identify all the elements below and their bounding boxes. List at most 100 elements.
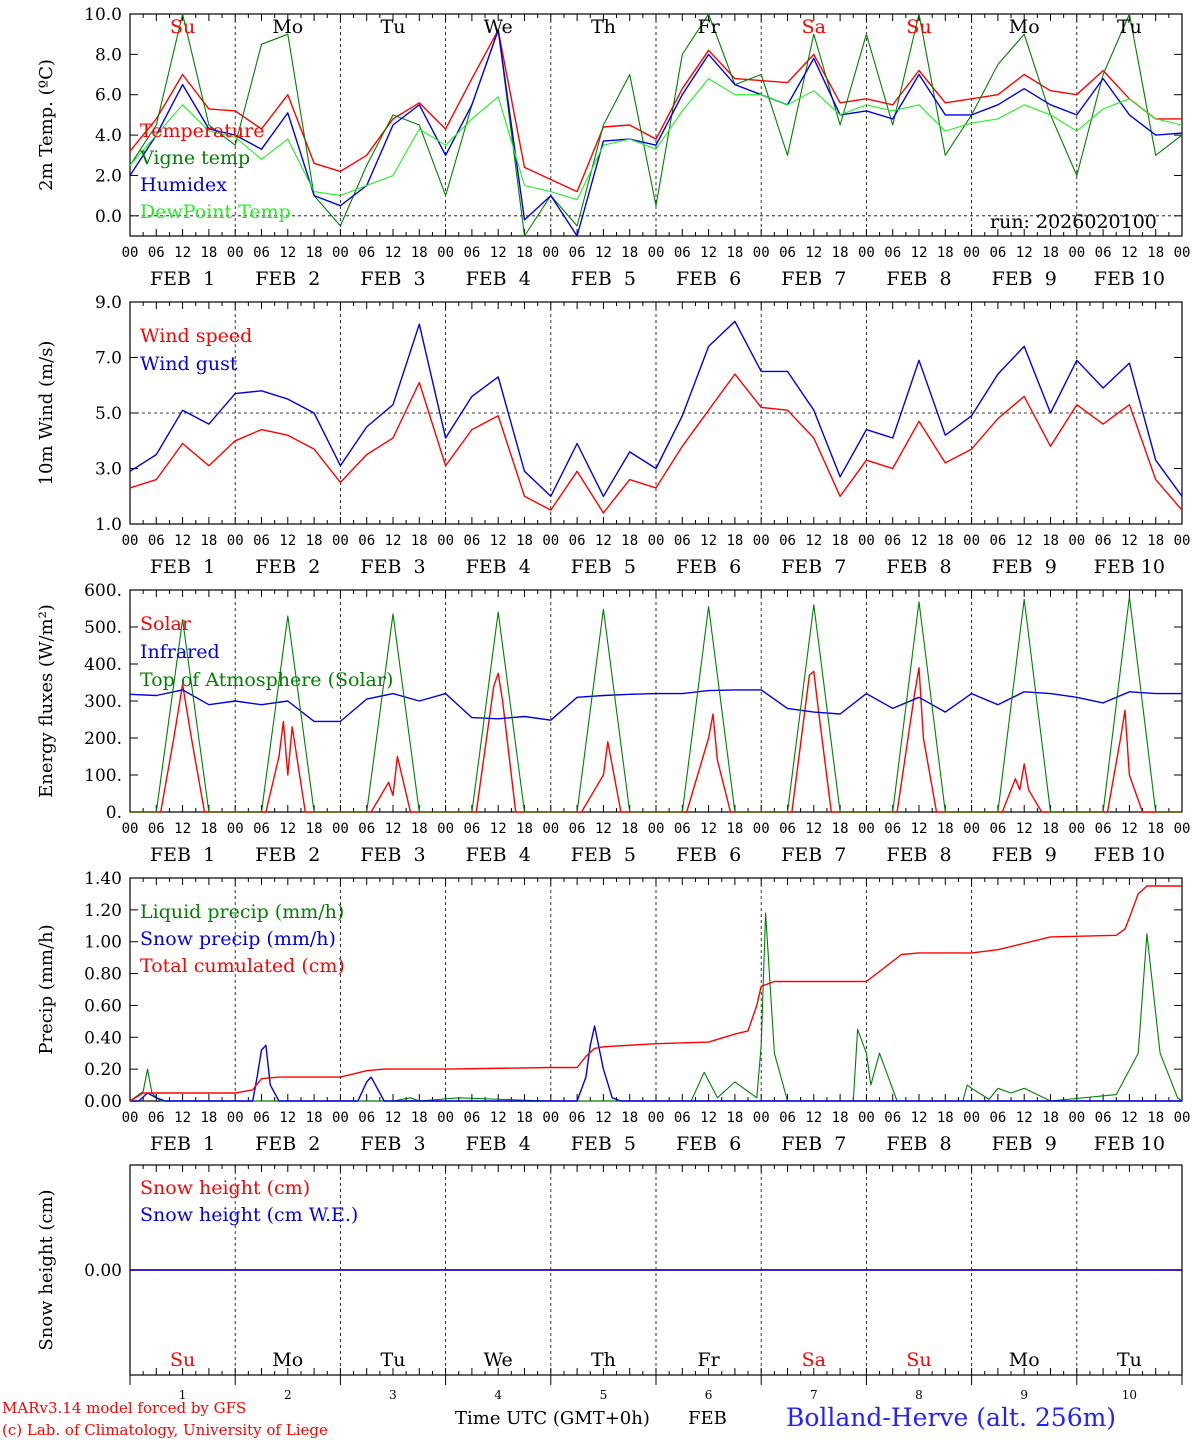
day-number: 3 [389, 1388, 397, 1402]
weekday-label: Sa [802, 1349, 826, 1371]
weekday-label: We [484, 16, 513, 38]
date-label: FEB 2 [255, 1133, 320, 1155]
x-tick-label: 06 [148, 245, 165, 261]
x-tick-label: 06 [1095, 1110, 1112, 1126]
series-line [130, 596, 1182, 813]
x-tick-label: 18 [200, 821, 217, 837]
x-tick-label: 18 [1147, 821, 1164, 837]
x-tick-label: 18 [621, 821, 638, 837]
series-line [129, 320, 1183, 497]
x-tick-label: 00 [437, 245, 454, 261]
weekday-label: Tu [381, 16, 406, 38]
x-tick-label: 18 [306, 245, 323, 261]
x-tick-label: 00 [122, 1110, 139, 1126]
x-tick-label: 18 [726, 533, 743, 549]
date-label: FEB 8 [886, 844, 951, 866]
series-line [129, 885, 1182, 1102]
footer: MARv3.14 model forced by GFS (c) Lab. of… [2, 1399, 1116, 1439]
date-label: FEB 6 [676, 844, 741, 866]
x-tick-label: 06 [674, 821, 691, 837]
legend-entry: Snow precip (mm/h) [140, 928, 336, 950]
legend-entry: Infrared [140, 641, 220, 663]
date-label: FEB 4 [466, 556, 531, 578]
legend-entry: Wind speed [140, 325, 252, 347]
x-tick-label: 12 [911, 821, 928, 837]
x-tick-label: 12 [1016, 1110, 1033, 1126]
date-label: FEB 8 [886, 1133, 951, 1155]
x-tick-label: 12 [700, 245, 717, 261]
y-axis-label: Precip (mm/h) [36, 924, 57, 1054]
x-tick-label: 00 [858, 533, 875, 549]
x-tick-label: 18 [516, 1110, 533, 1126]
x-tick-label: 06 [463, 245, 480, 261]
day-number: 4 [494, 1388, 502, 1402]
panel-5: 0.00 Snow height (cm) Snow height (cm) Snow… [36, 1164, 1183, 1402]
panel-1: 10.0 8.0 6.0 4.0 2.0 0.0 2m Temp. (ºC) Temperat… [36, 5, 1190, 290]
y-axis-label: 2m Temp. (ºC) [36, 59, 57, 191]
date-label: FEB 8 [886, 556, 951, 578]
x-tick-label: 18 [1147, 533, 1164, 549]
x-tick-label: 18 [621, 245, 638, 261]
x-tick-label: 00 [648, 821, 665, 837]
x-tick-label: 12 [1016, 821, 1033, 837]
date-label: FEB 9 [992, 1133, 1057, 1155]
x-tick-label: 18 [1042, 245, 1059, 261]
x-tick-label: 18 [726, 245, 743, 261]
date-label: FEB 4 [466, 1133, 531, 1155]
legend-entry: Wind gust [140, 353, 238, 375]
date-label: FEB 4 [466, 844, 531, 866]
date-label: FEB 10 [1094, 556, 1165, 578]
x-tick-label: 12 [385, 533, 402, 549]
station-title: Bolland-Herve (alt. 256m) [786, 1403, 1116, 1432]
x-tick-label: 06 [463, 533, 480, 549]
x-tick-label: 06 [989, 821, 1006, 837]
x-tick-label: 00 [753, 533, 770, 549]
date-label: FEB 9 [992, 268, 1057, 290]
x-tick-label: 12 [490, 821, 507, 837]
x-tick-label: 00 [1068, 245, 1085, 261]
x-tick-label: 00 [858, 821, 875, 837]
legend-entry: DewPoint Temp [140, 201, 291, 223]
x-tick-label: 06 [884, 821, 901, 837]
y-tick-label: 100. [84, 766, 122, 786]
date-label: FEB 3 [360, 268, 425, 290]
x-tick-label: 06 [1095, 821, 1112, 837]
y-tick-label: 1.20 [84, 901, 122, 921]
x-tick-label: 00 [122, 245, 139, 261]
x-tick-label: 12 [1121, 245, 1138, 261]
y-tick-label: 0.0 [95, 207, 122, 227]
x-tick-label: 06 [569, 1110, 586, 1126]
weekday-label: Mo [1009, 16, 1040, 38]
x-tick-label: 00 [963, 1110, 980, 1126]
x-tick-label: 00 [963, 821, 980, 837]
x-tick-label: 00 [542, 533, 559, 549]
x-tick-label: 00 [753, 245, 770, 261]
legend-entry: Temperature [140, 120, 264, 142]
day-number: 8 [915, 1388, 923, 1402]
x-tick-label: 12 [174, 245, 191, 261]
y-tick-label: 5.0 [95, 404, 122, 424]
y-tick-label: 6.0 [95, 86, 122, 106]
y-tick-label: 0.40 [84, 1028, 122, 1048]
weekday-label: Tu [1117, 16, 1142, 38]
y-tick-label: 0.20 [84, 1060, 122, 1080]
x-tick-label: 12 [174, 821, 191, 837]
x-tick-label: 12 [1121, 533, 1138, 549]
y-tick-label: 10.0 [84, 5, 122, 25]
y-tick-label: 300. [84, 692, 122, 712]
x-tick-label: 06 [253, 821, 270, 837]
x-tick-label: 06 [148, 821, 165, 837]
weekday-label: Th [591, 16, 616, 38]
y-tick-label: 0.00 [84, 1261, 122, 1281]
x-tick-label: 18 [1147, 245, 1164, 261]
x-tick-label: 00 [122, 821, 139, 837]
panel-4: 1.40 1.20 1.00 0.80 0.60 0.40 0.20 0.00 Precip (… [36, 869, 1190, 1155]
weekday-label: Fr [697, 1349, 720, 1371]
x-tick-label: 12 [1016, 245, 1033, 261]
panel-3: 600. 500. 400. 300. 200. 100. 0. Energy fluxes … [36, 581, 1190, 866]
x-tick-label: 12 [805, 821, 822, 837]
x-tick-label: 12 [1121, 821, 1138, 837]
date-label: FEB 5 [571, 1133, 636, 1155]
x-tick-label: 06 [779, 245, 796, 261]
